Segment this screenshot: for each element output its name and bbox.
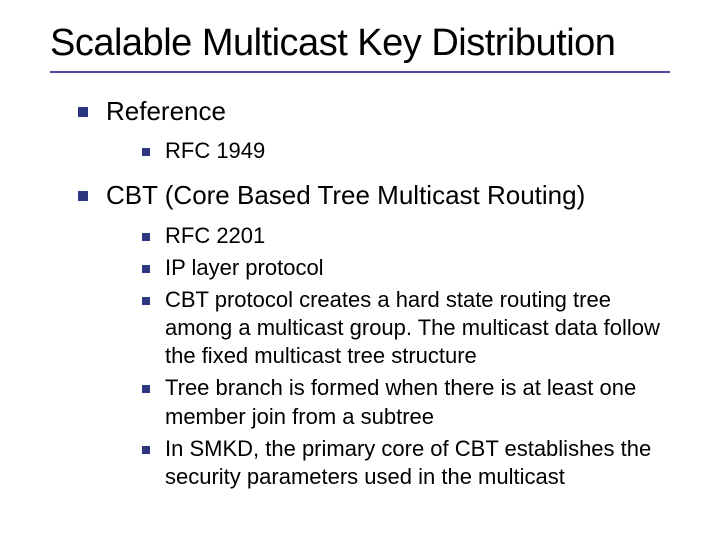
item-text: Tree branch is formed when there is at l… <box>165 374 670 430</box>
item-text: In SMKD, the primary core of CBT establi… <box>165 435 670 491</box>
item-text: IP layer protocol <box>165 254 324 282</box>
square-bullet-icon <box>78 107 88 117</box>
list-item: Tree branch is formed when there is at l… <box>142 374 670 430</box>
square-bullet-icon <box>142 385 150 393</box>
list-item: CBT protocol creates a hard state routin… <box>142 286 670 370</box>
list-item: RFC 1949 <box>142 137 670 165</box>
list-item: CBT (Core Based Tree Multicast Routing) <box>78 179 670 212</box>
list-item: Reference <box>78 95 670 128</box>
section-cbt: CBT (Core Based Tree Multicast Routing) <box>78 179 670 212</box>
slide-title: Scalable Multicast Key Distribution <box>50 22 670 65</box>
item-text: RFC 2201 <box>165 222 265 250</box>
square-bullet-icon <box>78 191 88 201</box>
list-item: In SMKD, the primary core of CBT establi… <box>142 435 670 491</box>
square-bullet-icon <box>142 265 150 273</box>
section-reference: Reference <box>78 95 670 128</box>
square-bullet-icon <box>142 148 150 156</box>
item-text: CBT protocol creates a hard state routin… <box>165 286 670 370</box>
square-bullet-icon <box>142 446 150 454</box>
square-bullet-icon <box>142 233 150 241</box>
square-bullet-icon <box>142 297 150 305</box>
title-underline <box>50 71 670 73</box>
section-heading: Reference <box>106 95 226 128</box>
slide: Scalable Multicast Key Distribution Refe… <box>0 0 720 540</box>
section-cbt-items: RFC 2201 IP layer protocol CBT protocol … <box>142 222 670 491</box>
section-heading: CBT (Core Based Tree Multicast Routing) <box>106 179 585 212</box>
item-text: RFC 1949 <box>165 137 265 165</box>
list-item: IP layer protocol <box>142 254 670 282</box>
list-item: RFC 2201 <box>142 222 670 250</box>
section-reference-items: RFC 1949 <box>142 137 670 165</box>
